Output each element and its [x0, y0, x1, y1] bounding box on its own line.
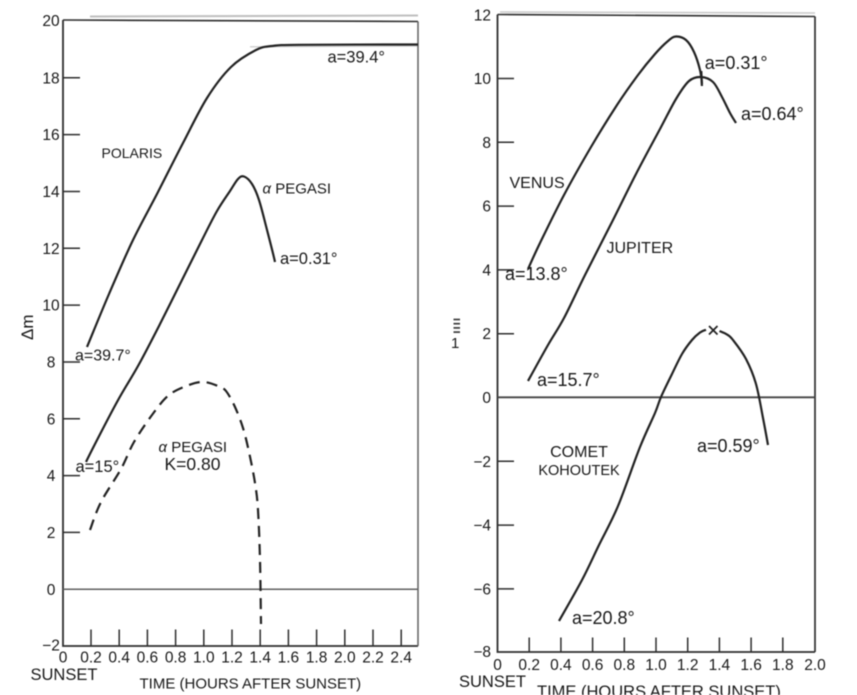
svg-text:4: 4 [47, 468, 56, 485]
svg-text:−2: −2 [42, 638, 60, 655]
svg-text:12: 12 [42, 241, 59, 258]
svg-text:0: 0 [482, 390, 491, 407]
svg-text:6: 6 [482, 199, 491, 216]
svg-text:18: 18 [42, 70, 59, 87]
svg-text:−4: −4 [473, 518, 491, 535]
svg-text:1.8: 1.8 [306, 650, 328, 667]
svg-text:0.6: 0.6 [582, 657, 604, 674]
svg-text:a=13.8°: a=13.8° [505, 264, 568, 284]
svg-text:VENUS: VENUS [510, 175, 565, 192]
svg-text:2.0: 2.0 [334, 650, 356, 667]
svg-text:TIME (HOURS AFTER SUNSET): TIME (HOURS AFTER SUNSET) [537, 683, 781, 695]
svg-text:1.6: 1.6 [278, 650, 300, 667]
svg-text:20: 20 [42, 13, 60, 30]
svg-text:a=39.7°: a=39.7° [75, 348, 131, 365]
svg-text:a=39.4°: a=39.4° [328, 49, 386, 67]
svg-text:0.4: 0.4 [108, 650, 130, 667]
svg-text:1.2: 1.2 [221, 650, 243, 667]
svg-text:1.8: 1.8 [772, 657, 794, 674]
svg-text:COMET: COMET [550, 444, 608, 461]
svg-text:−8: −8 [473, 644, 491, 661]
svg-text:4: 4 [482, 262, 491, 279]
svg-text:JUPITER: JUPITER [607, 240, 674, 257]
svg-text:1.6: 1.6 [740, 657, 762, 674]
svg-text:SUNSET: SUNSET [459, 673, 526, 691]
svg-text:−6: −6 [473, 581, 491, 598]
svg-text:1.2: 1.2 [677, 657, 699, 674]
svg-text:2.2: 2.2 [362, 650, 384, 667]
svg-text:α PEGASI: α PEGASI [263, 181, 332, 198]
svg-text:1.4: 1.4 [709, 657, 731, 674]
svg-text:10: 10 [42, 298, 60, 315]
svg-text:0.2: 0.2 [80, 650, 102, 667]
svg-text:K=0.80: K=0.80 [165, 454, 221, 474]
svg-text:−2: −2 [473, 454, 491, 471]
svg-text:8: 8 [47, 355, 56, 372]
svg-text:2: 2 [47, 525, 56, 542]
svg-text:α PEGASI: α PEGASI [159, 439, 228, 456]
svg-text:8: 8 [482, 135, 491, 152]
svg-text:1.4: 1.4 [249, 650, 271, 667]
svg-text:10: 10 [474, 71, 492, 88]
svg-text:1: 1 [451, 335, 459, 352]
svg-text:2.4: 2.4 [390, 650, 412, 667]
svg-text:0.6: 0.6 [137, 650, 159, 667]
svg-text:12: 12 [474, 8, 491, 25]
svg-text:a=20.8°: a=20.8° [572, 608, 635, 628]
svg-text:a=0.31°: a=0.31° [280, 250, 338, 268]
svg-text:SUNSET: SUNSET [31, 666, 98, 684]
svg-text:0.8: 0.8 [614, 657, 636, 674]
svg-text:KOHOUTEK: KOHOUTEK [538, 463, 620, 479]
svg-text:2: 2 [482, 326, 491, 343]
svg-text:16: 16 [42, 127, 59, 144]
svg-text:0.8: 0.8 [165, 650, 187, 667]
svg-text:a=0.31°: a=0.31° [705, 53, 768, 73]
svg-text:1.0: 1.0 [645, 657, 667, 674]
svg-text:Δm: Δm [18, 314, 37, 340]
svg-text:0: 0 [59, 650, 68, 667]
svg-text:POLARIS: POLARIS [102, 145, 163, 161]
svg-text:0: 0 [47, 582, 56, 599]
svg-text:a=0.64°: a=0.64° [741, 104, 804, 124]
svg-text:0.4: 0.4 [550, 657, 572, 674]
svg-text:0.2: 0.2 [518, 657, 540, 674]
svg-text:1.0: 1.0 [193, 650, 215, 667]
svg-text:a=15°: a=15° [76, 458, 120, 476]
svg-text:a=15.7°: a=15.7° [537, 370, 600, 390]
svg-text:6: 6 [47, 411, 56, 428]
svg-text:14: 14 [42, 184, 60, 201]
svg-text:2.0: 2.0 [804, 657, 826, 674]
svg-text:0: 0 [493, 657, 502, 674]
svg-text:a=0.59°: a=0.59° [697, 436, 760, 456]
svg-text:TIME (HOURS AFTER SUNSET): TIME (HOURS AFTER SUNSET) [140, 676, 362, 693]
